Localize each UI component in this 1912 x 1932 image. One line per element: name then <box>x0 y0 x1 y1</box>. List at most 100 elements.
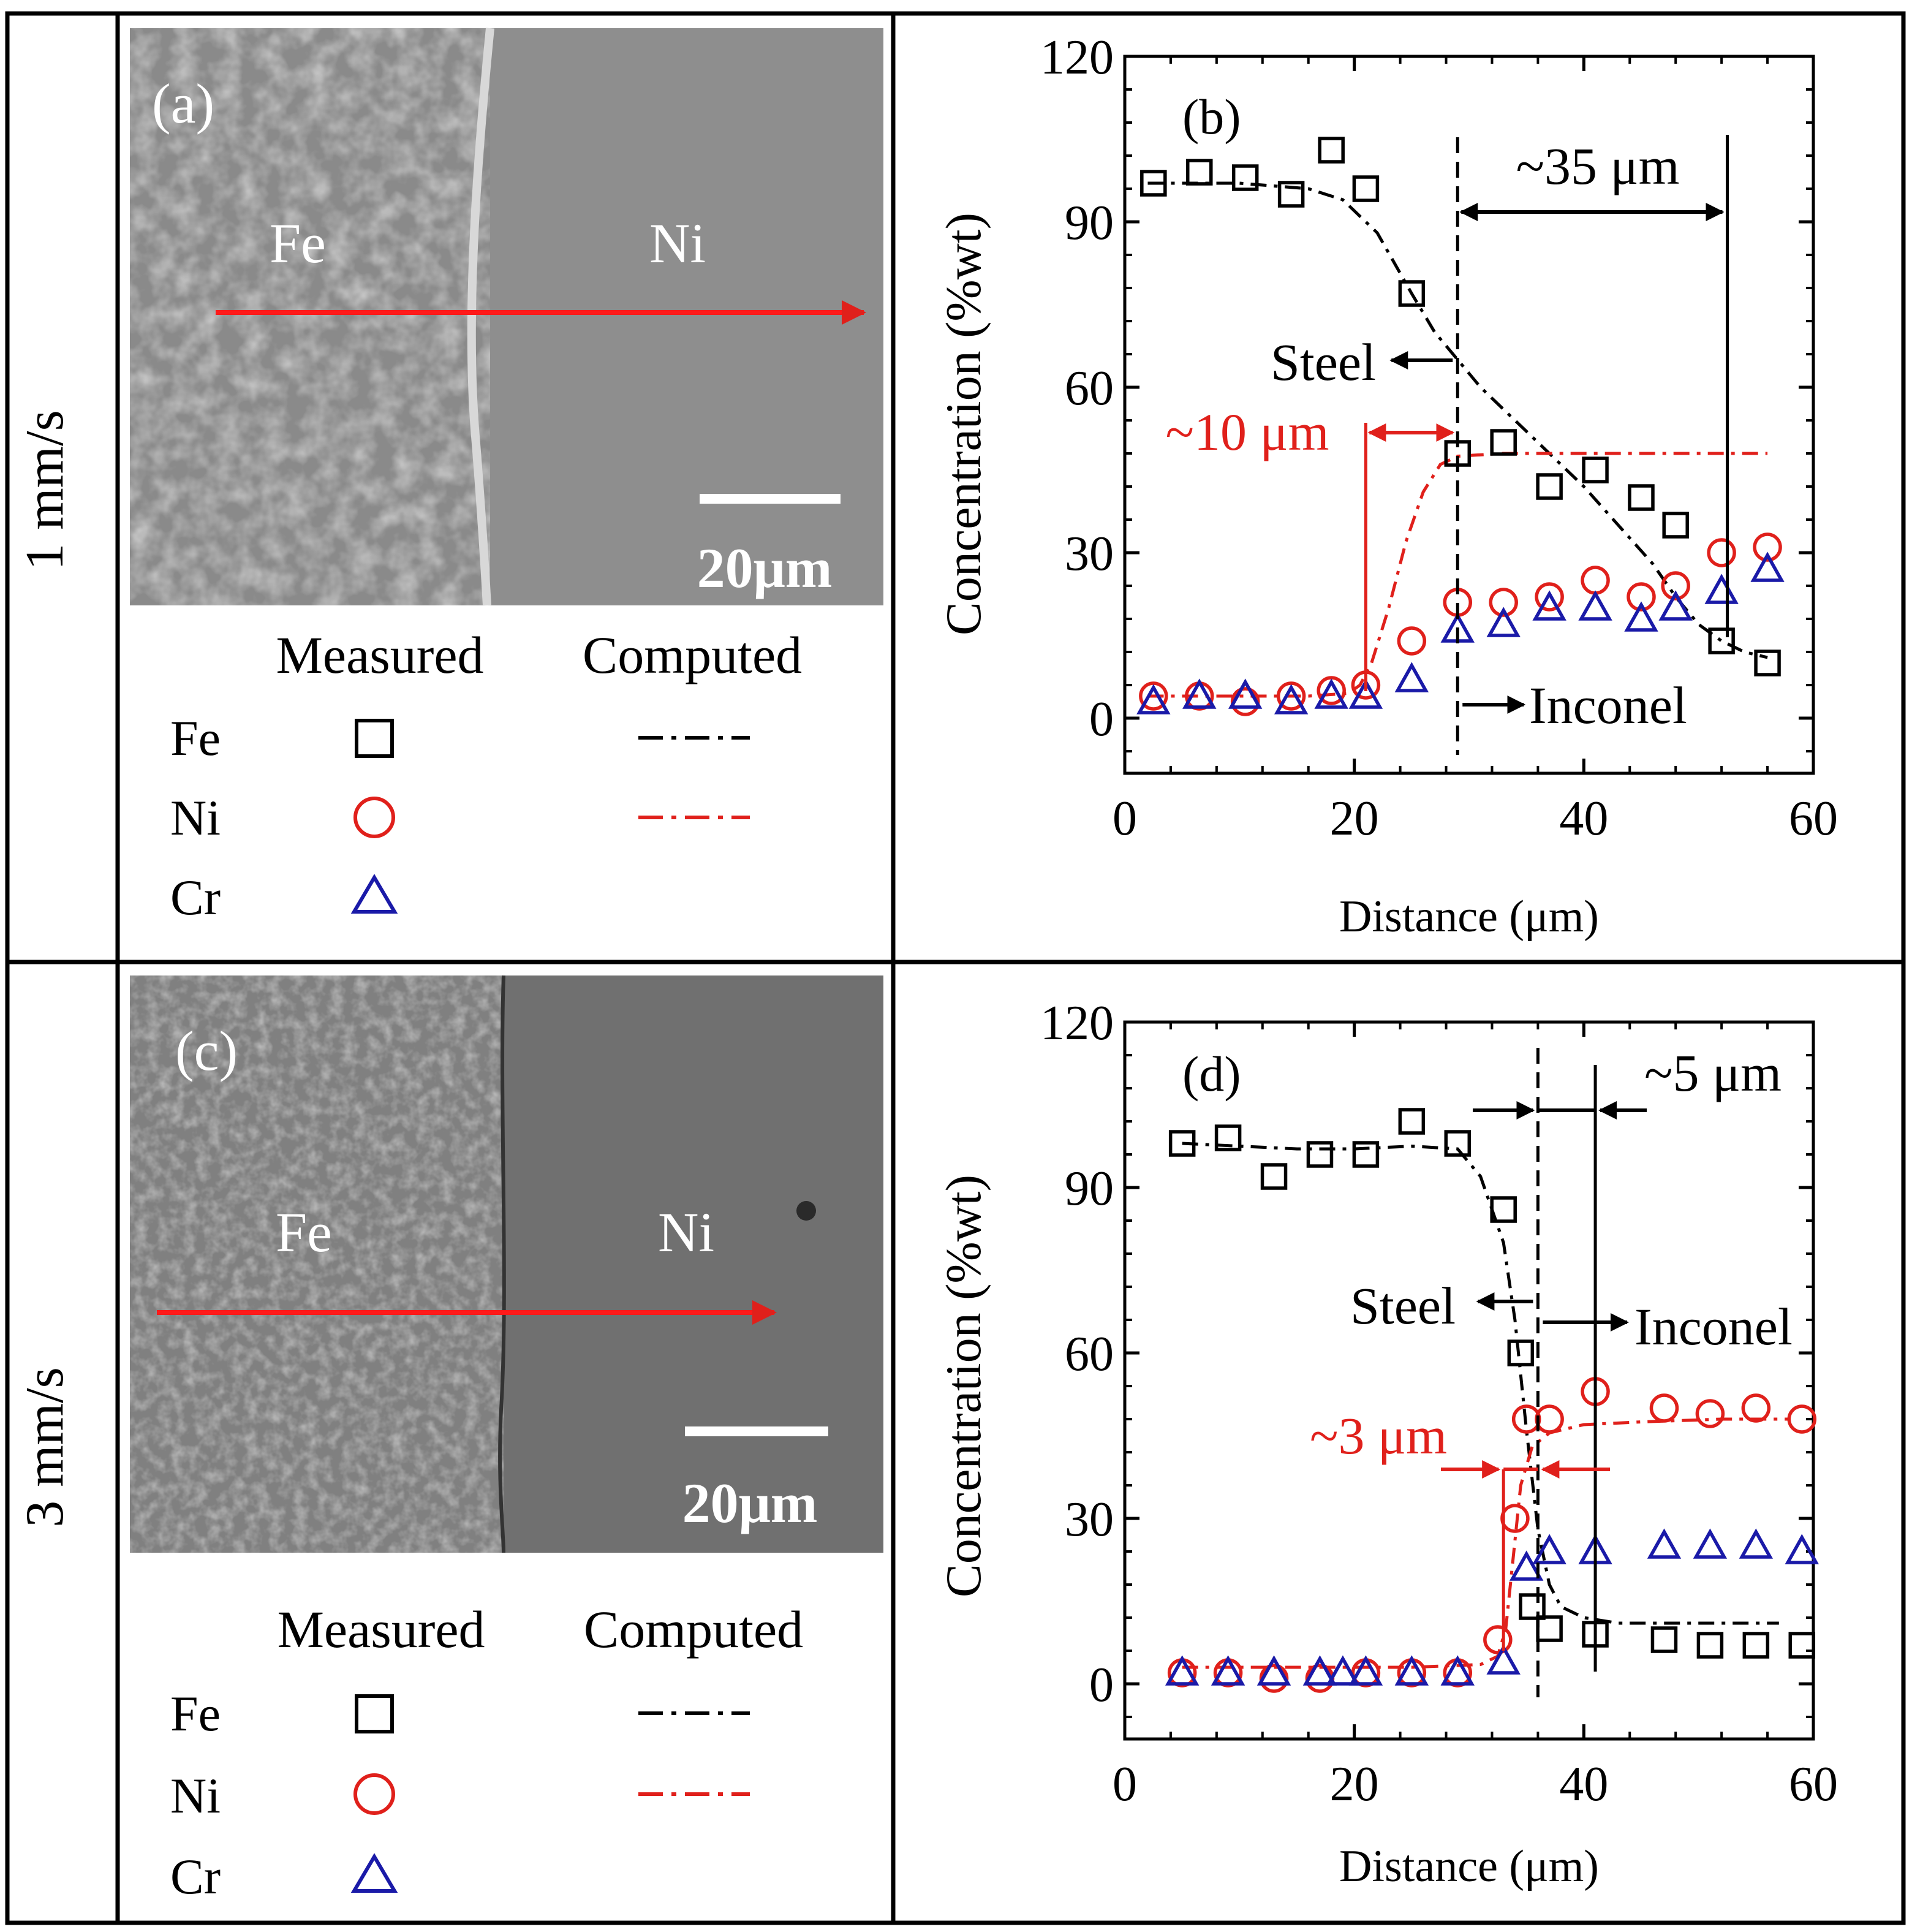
d-ni-point <box>1305 1664 1335 1693</box>
d-cr-point <box>1532 1534 1566 1564</box>
legend-bottom-fe-marker <box>355 1694 394 1733</box>
micrograph-c-nickel-region <box>504 975 883 1553</box>
d-cr-point <box>1211 1655 1245 1686</box>
d-fe-point <box>1168 1130 1196 1157</box>
b-cr-point <box>1274 684 1309 714</box>
b-ni-point <box>1581 566 1610 595</box>
d-y-tick-label: 30 <box>1065 1493 1114 1547</box>
micrograph-a-fe-label: Fe <box>270 212 326 275</box>
micrograph-c-fe-label: Fe <box>276 1201 332 1263</box>
micrograph-a-interface <box>467 28 494 606</box>
chart-b-inconel-label: Inconel <box>1529 676 1687 735</box>
d-fe-point <box>1742 1632 1770 1659</box>
b-y-tick-label: 120 <box>1040 31 1114 85</box>
chart-d-gap-3-label: ~3 μm <box>1310 1406 1447 1465</box>
d-fe-point <box>1650 1626 1678 1653</box>
b-cr-point <box>1228 678 1263 709</box>
d-fe-point <box>1214 1124 1242 1151</box>
b-computed-ni-line <box>1147 452 1768 698</box>
outer-frame <box>5 11 1906 1925</box>
chart-b-x-axis-label: Distance (μm) <box>1339 892 1599 942</box>
micrograph-a-panel-label: (a) <box>152 72 214 135</box>
d-y-tick-label: 90 <box>1065 1162 1114 1216</box>
b-cr-point <box>1624 601 1658 632</box>
d-cr-point <box>1785 1534 1819 1564</box>
d-cr-point <box>1165 1655 1200 1686</box>
legend-top-fe-marker <box>355 719 394 758</box>
chart-b-ticks: 0 20 40 60 0 30 60 90 120 <box>1040 31 1838 846</box>
micrograph-a-texture <box>130 28 491 605</box>
d-cr-point <box>1486 1644 1521 1675</box>
legend-top-ni-marker <box>353 797 395 838</box>
b-x-tick-label: 60 <box>1789 792 1838 846</box>
d-ni-point <box>1483 1625 1513 1654</box>
d-ni-point <box>1741 1393 1771 1423</box>
b-y-tick-label: 0 <box>1089 692 1114 746</box>
chart-d-y-axis-label: Concentration (%wt) <box>935 1175 991 1597</box>
d-y-tick-label: 60 <box>1065 1327 1114 1381</box>
b-ni-point <box>1661 571 1690 600</box>
d-ni-point <box>1787 1404 1817 1434</box>
row-label-1: 1 mm/s <box>15 410 75 570</box>
legend-top-measured-header: Measured <box>276 626 483 684</box>
b-fe-point <box>1277 181 1305 208</box>
b-cr-point <box>1532 590 1566 621</box>
chart-b-steel-label: Steel <box>1271 333 1376 392</box>
d-cr-point <box>1739 1528 1774 1559</box>
b-ni-point <box>1317 676 1346 705</box>
b-fe-point <box>1231 164 1259 191</box>
d-cr-point <box>1693 1528 1728 1559</box>
b-computed-fe-line <box>1147 181 1768 659</box>
micrograph-a-scale-label: 20μm <box>697 537 833 599</box>
micrograph-a: (a) Fe Ni 20μm <box>130 28 883 606</box>
micrograph-c-ni-label: Ni <box>658 1201 714 1263</box>
d-cr-point <box>1256 1655 1291 1686</box>
chart-d-x-axis-label: Distance (μm) <box>1339 1841 1599 1892</box>
d-computed-fe-line <box>1182 1142 1779 1625</box>
d-ni-point <box>1259 1664 1289 1693</box>
d-fe-point <box>1398 1108 1426 1135</box>
micrograph-c-panel-label: (c) <box>175 1020 238 1082</box>
micrograph-a-nickel-region <box>490 28 883 605</box>
b-y-tick-label: 60 <box>1065 362 1114 415</box>
b-fe-point <box>1186 159 1213 186</box>
b-ni-point <box>1707 538 1736 567</box>
b-fe-point <box>1536 473 1563 500</box>
legend-top-cr-label: Cr <box>170 869 221 925</box>
b-ni-point <box>1397 626 1427 656</box>
legend-top-ni-label: Ni <box>170 790 221 846</box>
legend-top: Measured Computed Fe Ni Cr <box>170 626 802 925</box>
b-y-tick-label: 90 <box>1065 196 1114 250</box>
d-y-tick-label: 0 <box>1089 1658 1114 1712</box>
micrograph-c: (c) Fe Ni 20μm <box>130 975 883 1553</box>
b-cr-point <box>1486 607 1521 637</box>
chart-d-series <box>1165 1048 1819 1697</box>
d-fe-point <box>1696 1632 1724 1659</box>
d-fe-point <box>1519 1593 1546 1620</box>
b-plot-frame <box>1123 55 1815 775</box>
b-x-tick-label: 0 <box>1113 792 1137 846</box>
b-fe-point <box>1628 484 1655 511</box>
d-x-tick-label: 0 <box>1113 1757 1137 1811</box>
chart-b: 0 20 40 60 0 30 60 90 120 (b) ~35 μm ~10 μm Stee… <box>935 31 1838 942</box>
b-x-tick-label: 20 <box>1330 792 1379 846</box>
b-cr-point <box>1348 678 1383 709</box>
b-ni-point <box>1753 532 1782 562</box>
chart-d-ticks: 0 20 40 60 0 30 60 90 120 <box>1040 996 1838 1811</box>
d-y-tick-label: 120 <box>1040 996 1114 1050</box>
row-label-2: 3 mm/s <box>15 1367 75 1528</box>
d-computed-ni-line <box>1182 1417 1791 1669</box>
chart-b-panel-label: (b) <box>1182 89 1241 145</box>
b-fe-point <box>1490 429 1517 456</box>
legend-bottom-cr-marker <box>350 1853 398 1893</box>
d-fe-point <box>1306 1141 1334 1168</box>
micrograph-a-ni-label: Ni <box>649 212 706 275</box>
micrograph-c-texture <box>130 975 504 1553</box>
micrograph-c-scale-label: 20μm <box>682 1472 818 1534</box>
legend-bottom-computed-header: Computed <box>584 1600 803 1659</box>
b-ni-point <box>1535 582 1564 612</box>
b-fe-point <box>1352 175 1380 202</box>
d-x-tick-label: 60 <box>1789 1757 1838 1811</box>
d-cr-point <box>1647 1528 1682 1559</box>
d-cr-point <box>1394 1655 1429 1686</box>
